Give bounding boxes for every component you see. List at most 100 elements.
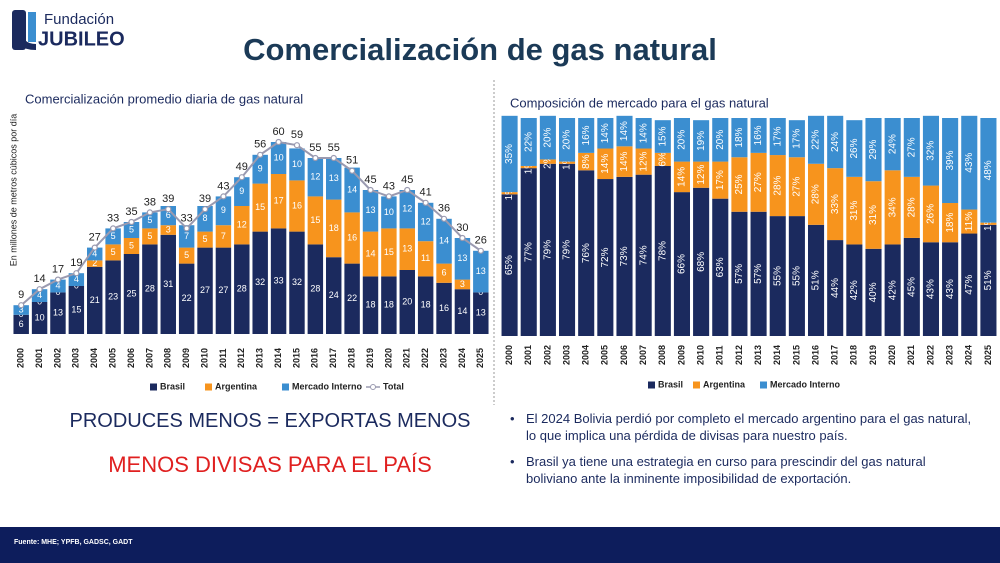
data-label: 1% xyxy=(562,155,573,170)
bar-segment xyxy=(712,198,729,336)
bar-segment xyxy=(769,216,786,336)
data-label: 12 xyxy=(421,216,431,226)
data-label: 43% xyxy=(945,279,956,299)
bar-segment xyxy=(87,247,103,261)
total-label: 17 xyxy=(52,264,64,276)
total-label: 30 xyxy=(456,222,468,234)
bar-segment xyxy=(501,194,518,336)
data-label: 32 xyxy=(292,277,302,287)
total-marker xyxy=(146,209,153,216)
legend-swatch xyxy=(648,381,655,389)
x-tick-label: 2024 xyxy=(964,345,974,365)
data-label: 13 xyxy=(476,308,486,318)
data-label: 5 xyxy=(203,234,208,244)
data-label: 27 xyxy=(218,285,228,295)
data-label: 22 xyxy=(347,293,357,303)
data-label: 14% xyxy=(619,121,630,141)
bar-segment xyxy=(362,276,379,334)
data-label: 34% xyxy=(887,197,898,217)
bar-segment xyxy=(942,118,959,204)
data-label: 63% xyxy=(715,257,726,277)
bar-segment xyxy=(693,161,710,188)
total-line xyxy=(20,140,482,306)
bar-segment xyxy=(539,159,556,164)
bar-segment xyxy=(142,244,158,334)
data-label: 16 xyxy=(439,303,449,313)
bar-segment xyxy=(307,158,324,197)
data-label: 14 xyxy=(365,248,375,258)
data-label: 17 xyxy=(274,196,284,206)
bar-segment xyxy=(105,244,121,261)
total-label: 38 xyxy=(144,196,156,208)
data-label: 8% xyxy=(581,154,592,169)
bar-segment xyxy=(289,231,305,334)
bar-segment xyxy=(454,238,471,280)
bar-segment xyxy=(769,155,786,217)
bar-segment xyxy=(635,148,652,175)
footer-bar: Fuente: MHE; YPFB, GADSC, GADT xyxy=(0,527,1000,563)
bar-segment xyxy=(436,263,452,283)
data-label: 4 xyxy=(55,280,60,290)
x-tick-label: 2014 xyxy=(772,345,782,365)
data-label: 15 xyxy=(310,215,320,225)
total-marker xyxy=(73,270,80,277)
bar-segment xyxy=(865,118,882,182)
x-tick-label: 2004 xyxy=(89,348,99,368)
x-tick-label: 2017 xyxy=(830,345,840,365)
data-label: 9 xyxy=(239,186,244,196)
bar-segment xyxy=(712,118,729,162)
bar-segment xyxy=(178,263,195,334)
data-label: 25 xyxy=(126,288,136,298)
data-label: 33% xyxy=(830,194,841,214)
data-label: 12% xyxy=(696,165,707,185)
legend-label: Brasil xyxy=(160,381,185,391)
bar-segment xyxy=(252,154,268,184)
bar-segment xyxy=(160,234,176,334)
data-label: 57% xyxy=(753,264,764,284)
data-label: 10 xyxy=(274,152,284,162)
data-label: 28 xyxy=(145,284,155,294)
bar-segment xyxy=(87,266,103,334)
data-label: 76% xyxy=(581,243,592,263)
total-label: 14 xyxy=(33,273,45,285)
bar-segment xyxy=(289,180,305,232)
bar-segment xyxy=(326,257,342,334)
data-label: 3 xyxy=(166,224,171,234)
x-tick-label: 2009 xyxy=(181,348,191,368)
legend-label: Mercado Interno xyxy=(292,381,363,391)
bar-segment xyxy=(558,118,576,162)
x-tick-label: 2011 xyxy=(218,348,228,368)
data-label: 28% xyxy=(906,197,917,217)
data-label: 22% xyxy=(523,132,534,152)
data-label: 14% xyxy=(619,151,630,171)
bar-segment xyxy=(884,118,901,171)
x-tick-label: 2017 xyxy=(328,348,338,368)
bar-segment xyxy=(750,118,767,153)
data-label: 51% xyxy=(811,270,822,290)
x-tick-label: 2025 xyxy=(475,348,485,368)
bar-segment xyxy=(381,196,397,229)
bar-segment xyxy=(13,305,29,315)
data-label: 47% xyxy=(964,275,975,295)
total-marker xyxy=(257,151,264,158)
total-label: 41 xyxy=(420,187,432,199)
x-tick-label: 2006 xyxy=(619,345,629,365)
logo-top: Fundación xyxy=(44,11,114,28)
bullet: Brasil ya tiene una estrategia en curso … xyxy=(508,453,978,487)
total-label: 9 xyxy=(18,289,24,301)
bar-segment xyxy=(673,161,691,193)
x-tick-label: 2016 xyxy=(310,348,320,368)
x-tick-label: 2022 xyxy=(925,345,935,365)
data-label: 22% xyxy=(811,130,822,150)
total-label: 49 xyxy=(236,161,248,173)
data-label: 12 xyxy=(310,172,320,182)
data-label: 3 xyxy=(19,304,24,314)
bullet-list: El 2024 Bolivia perdió por completo el m… xyxy=(508,410,978,496)
data-label: 12 xyxy=(237,220,247,230)
data-label: 18 xyxy=(421,300,431,310)
data-label: 68% xyxy=(696,252,707,272)
bar-segment xyxy=(270,142,287,174)
bar-segment xyxy=(578,152,595,171)
bar-segment xyxy=(616,115,633,147)
